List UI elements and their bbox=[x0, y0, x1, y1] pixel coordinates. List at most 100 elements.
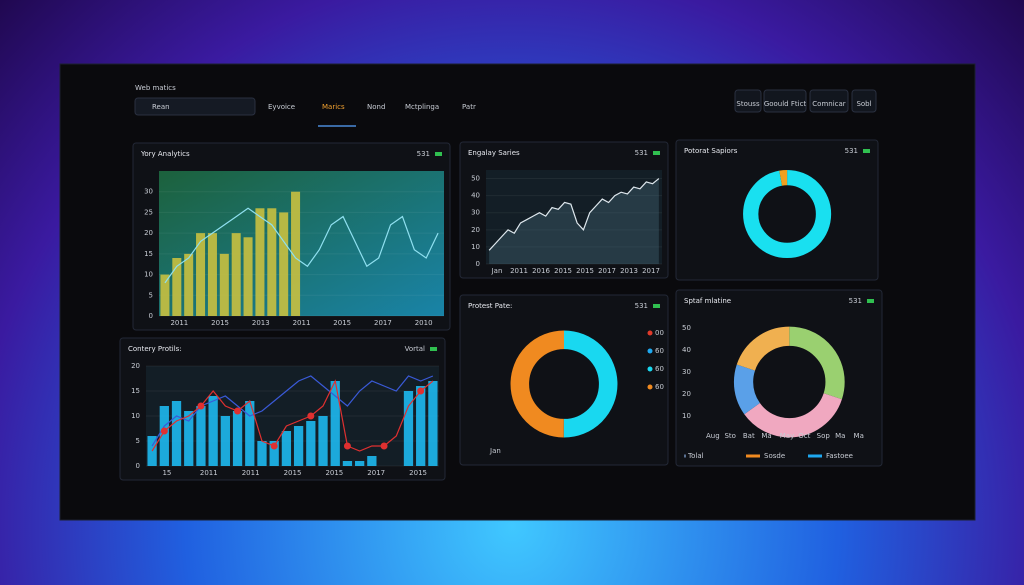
bar bbox=[342, 461, 353, 466]
bar bbox=[416, 386, 426, 466]
bar bbox=[293, 426, 304, 466]
panel bbox=[675, 139, 879, 281]
toolbar-label: Stouss bbox=[736, 100, 760, 108]
bar bbox=[428, 381, 438, 466]
donut-segment bbox=[733, 326, 845, 438]
toolbar-label: Comnicar bbox=[812, 100, 846, 108]
panel-badge: Vortal bbox=[405, 345, 425, 353]
bar bbox=[196, 406, 206, 466]
x-tick-label: 2015 bbox=[211, 319, 229, 327]
bar bbox=[159, 406, 169, 466]
y-tick-label: 40 bbox=[682, 346, 691, 354]
x-tick-label: 2013 bbox=[252, 319, 270, 327]
x-tick-label: 2011 bbox=[510, 267, 528, 275]
x-tick-label: Oct bbox=[798, 432, 810, 440]
legend-dot bbox=[647, 330, 653, 336]
y-tick-label: 30 bbox=[682, 368, 691, 376]
legend-swatch bbox=[808, 454, 822, 458]
toolbar-button[interactable] bbox=[809, 89, 849, 113]
bar bbox=[207, 233, 217, 316]
panel bbox=[459, 294, 669, 466]
donut-segment bbox=[733, 326, 845, 438]
panel-title: Potorat Sapiors bbox=[684, 147, 738, 155]
point bbox=[160, 427, 168, 435]
area bbox=[489, 178, 659, 264]
panel-title: Engalay Saries bbox=[468, 149, 520, 157]
x-tick-label: May bbox=[780, 432, 794, 440]
panel-title: Protest Pate: bbox=[468, 302, 512, 310]
badge-dot bbox=[867, 299, 874, 303]
y-tick-label: 50 bbox=[682, 324, 691, 332]
search-box[interactable] bbox=[134, 97, 256, 116]
bar bbox=[330, 381, 340, 466]
y-tick-label: 10 bbox=[682, 412, 691, 420]
x-tick-label: Ma bbox=[835, 432, 845, 440]
y-tick-label: 20 bbox=[131, 362, 140, 370]
bar bbox=[318, 416, 328, 466]
plot-bg bbox=[146, 366, 439, 466]
bar bbox=[160, 274, 170, 316]
panel-badge: 531 bbox=[849, 297, 862, 305]
x-tick-label: 2011 bbox=[200, 469, 218, 477]
legend-label: 60 bbox=[655, 347, 664, 355]
y-tick-label: 10 bbox=[144, 271, 153, 279]
bar bbox=[267, 208, 277, 316]
bar bbox=[403, 391, 414, 466]
x-tick-label: Ma bbox=[761, 432, 771, 440]
nav-item[interactable]: Nond bbox=[367, 103, 385, 111]
nav-item[interactable]: Patr bbox=[462, 103, 476, 111]
donut-segment bbox=[733, 326, 845, 438]
plot-bg bbox=[486, 170, 662, 264]
nav-item[interactable]: Marics bbox=[322, 103, 345, 111]
point bbox=[307, 412, 315, 420]
bar bbox=[232, 411, 243, 466]
bar bbox=[208, 396, 218, 466]
legend-swatch bbox=[684, 454, 686, 458]
y-tick-label: 5 bbox=[136, 437, 140, 445]
toolbar-button[interactable] bbox=[851, 89, 877, 113]
nav-item[interactable]: Mctplinga bbox=[405, 103, 439, 111]
x-tick-label: 2015 bbox=[284, 469, 302, 477]
badge-dot bbox=[653, 304, 660, 308]
plot-bg bbox=[159, 171, 444, 316]
x-tick-label: 2013 bbox=[620, 267, 638, 275]
toolbar-button[interactable] bbox=[734, 89, 762, 113]
point bbox=[417, 387, 425, 395]
x-tick-label: 2015 bbox=[325, 469, 343, 477]
y-tick-label: 20 bbox=[471, 226, 480, 234]
x-tick-label: Aug bbox=[706, 432, 720, 440]
app-title: Web matics bbox=[135, 84, 176, 92]
bar bbox=[231, 233, 241, 316]
x-tick-label: 2010 bbox=[415, 319, 433, 327]
x-tick-label: 15 bbox=[162, 469, 171, 477]
bar bbox=[184, 253, 194, 316]
y-tick-label: 0 bbox=[149, 312, 153, 320]
x-tick-label: 2016 bbox=[532, 267, 550, 275]
panel bbox=[675, 289, 883, 467]
toolbar-button[interactable] bbox=[763, 89, 807, 113]
bar bbox=[355, 461, 365, 466]
panel-title: Yory Analytics bbox=[140, 150, 190, 158]
panel-badge: 531 bbox=[635, 149, 648, 157]
bar bbox=[147, 436, 157, 466]
y-tick-label: 50 bbox=[471, 175, 480, 183]
legend-label: 60 bbox=[655, 365, 664, 373]
x-tick-label: 2015 bbox=[409, 469, 427, 477]
x-tick-label: Bat bbox=[743, 432, 755, 440]
y-tick-label: 0 bbox=[476, 260, 480, 268]
x-tick-label: 2017 bbox=[367, 469, 385, 477]
panel-badge: 531 bbox=[635, 302, 648, 310]
bar bbox=[171, 401, 182, 466]
point bbox=[234, 407, 242, 415]
bar bbox=[220, 416, 230, 466]
badge-dot bbox=[430, 347, 437, 351]
legend-dot bbox=[647, 348, 653, 354]
nav-item[interactable]: Eyvoice bbox=[268, 103, 295, 111]
bar bbox=[243, 237, 253, 316]
legend-label: Fastoee bbox=[826, 452, 853, 460]
bar bbox=[306, 421, 316, 466]
legend-dot bbox=[647, 366, 653, 372]
badge-dot bbox=[863, 149, 870, 153]
y-tick-label: 0 bbox=[136, 462, 140, 470]
x-tick-label: 2015 bbox=[554, 267, 572, 275]
